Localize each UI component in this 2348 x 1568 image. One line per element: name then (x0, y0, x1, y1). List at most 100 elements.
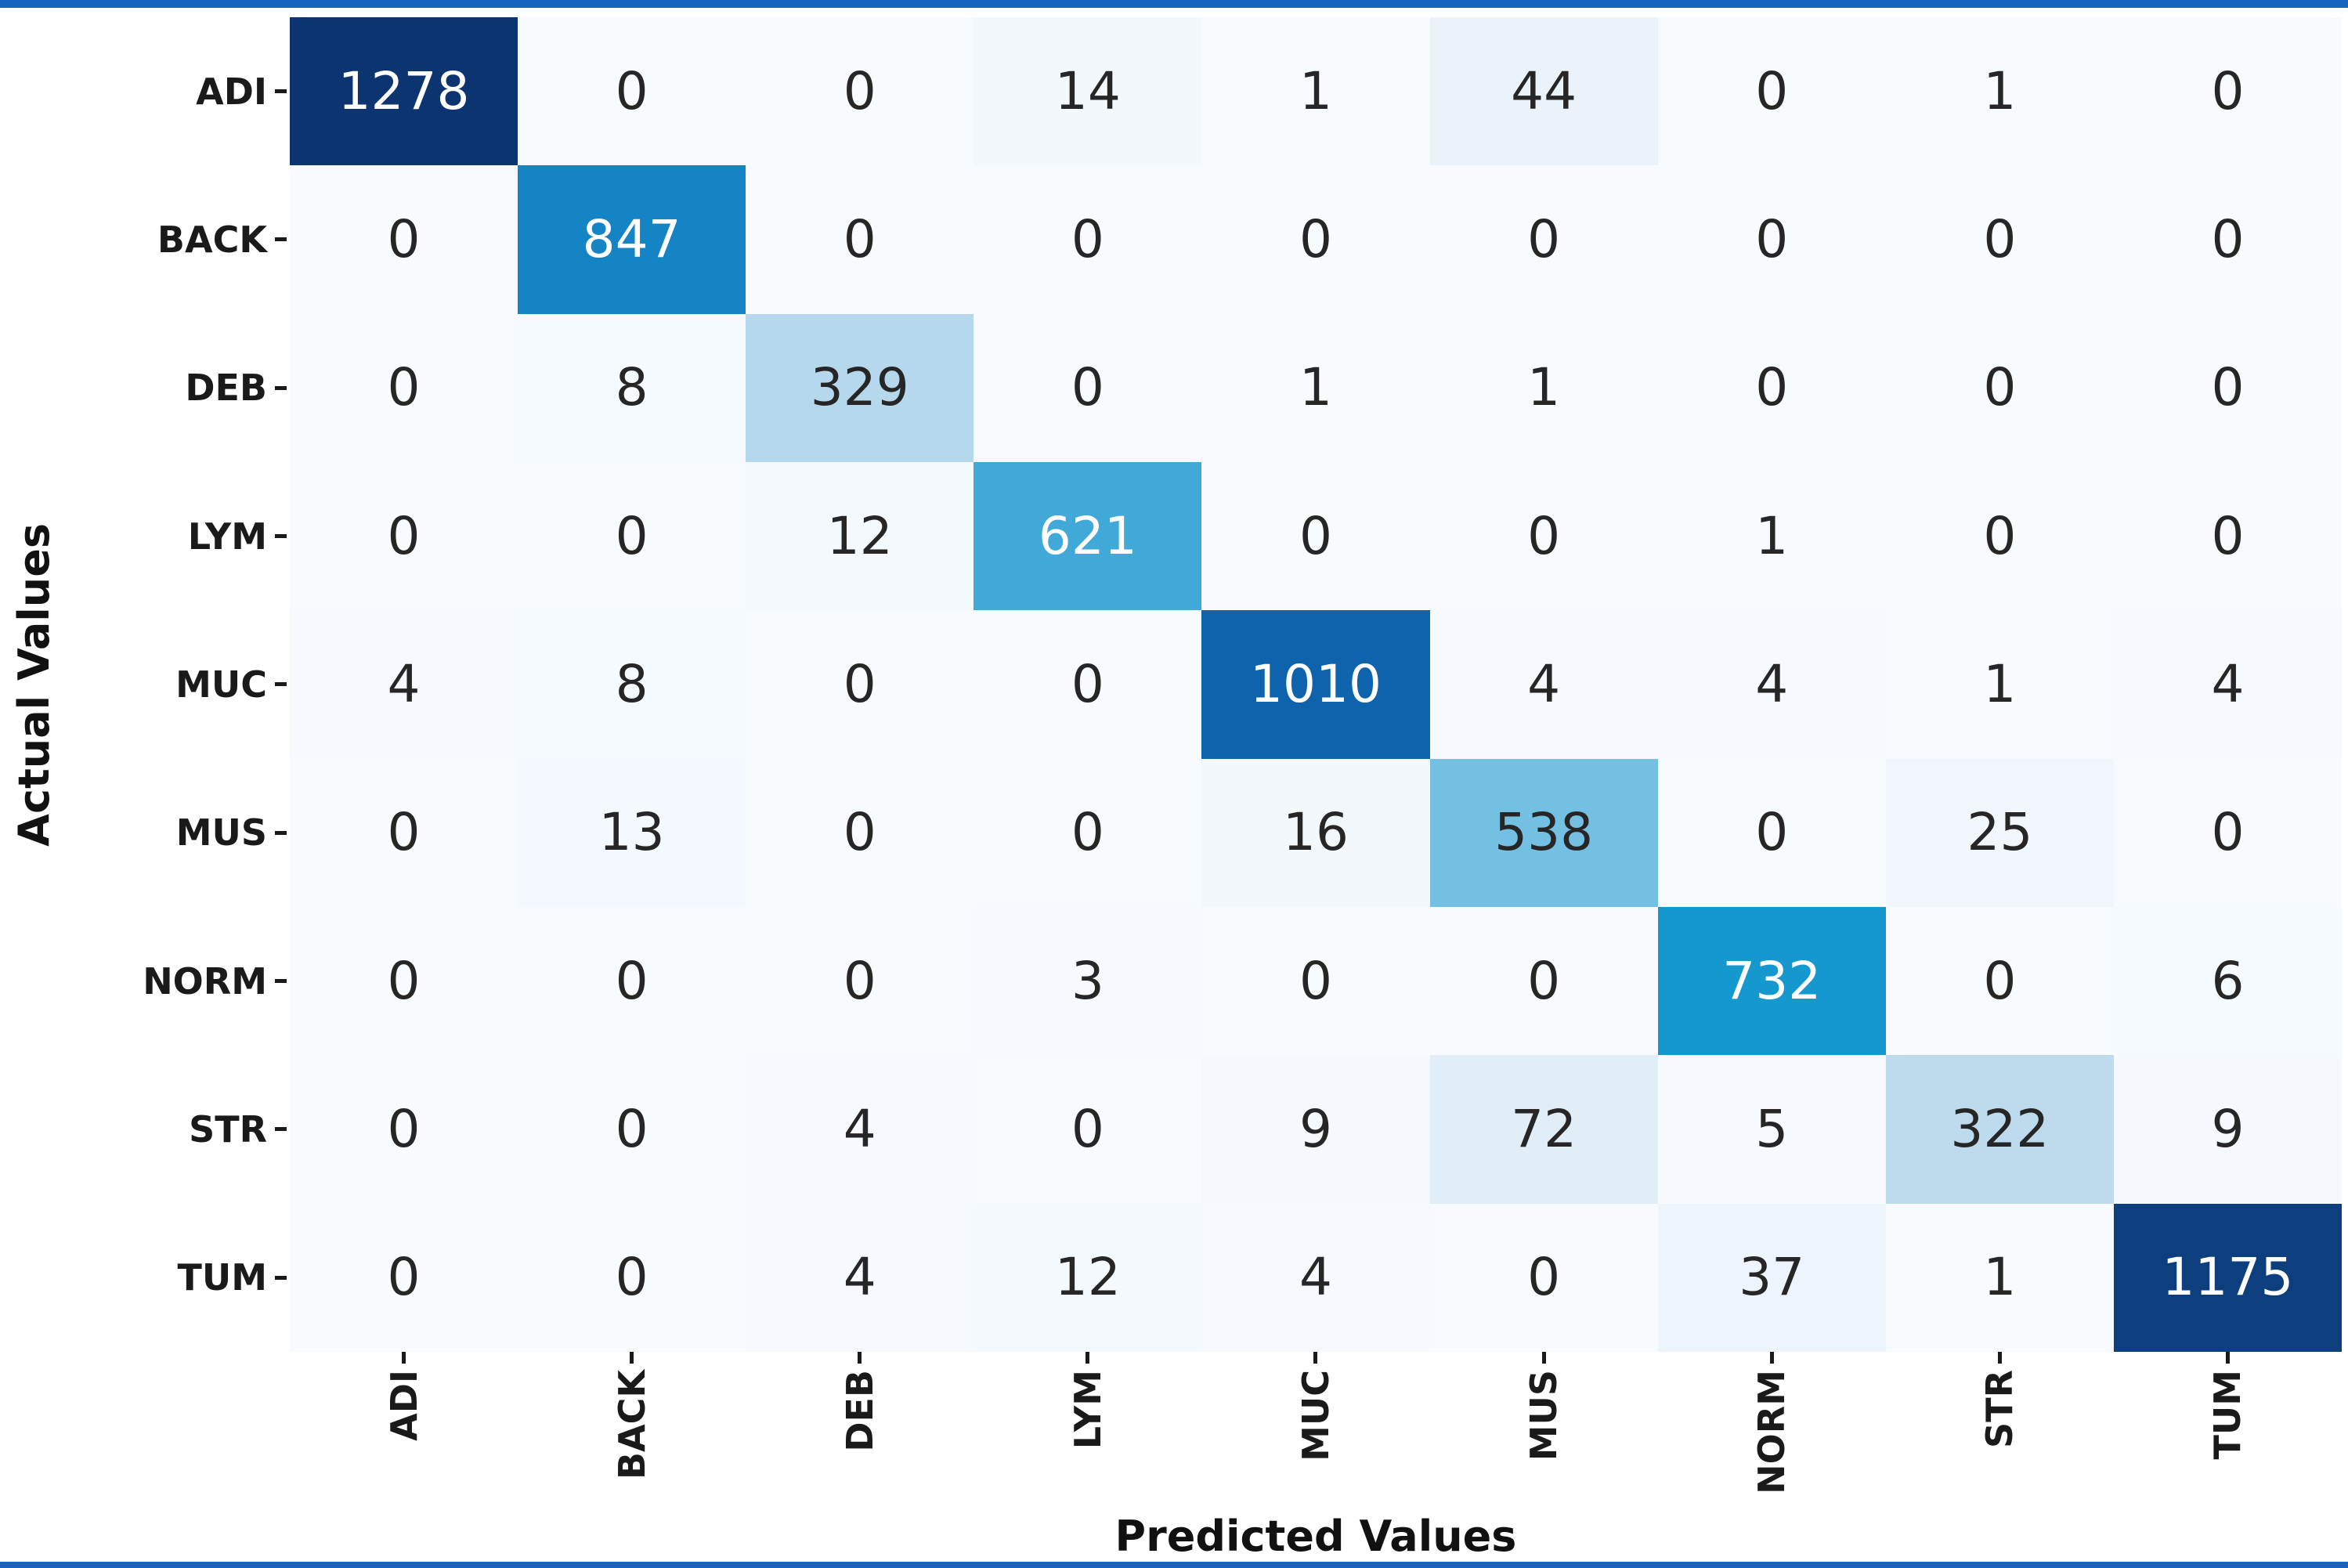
heatmap-cell-TUM-NORM: 37 (1657, 1203, 1886, 1352)
heatmap-cell-STR-MUC: 9 (1201, 1055, 1430, 1204)
heatmap-cell-MUS-DEB: 0 (746, 758, 974, 907)
heatmap-grid: 1278 0 0 14 1 44 0 1 0 0 847 0 0 0 0 0 0 0 0 8 329 0 1 1 0 0 0 0 0 12… (290, 17, 2342, 1352)
heatmap-cell-STR-STR: 322 (1885, 1055, 2114, 1204)
heatmap-cell-MUS-BACK: 13 (518, 758, 746, 907)
window-edge-top (0, 0, 2348, 8)
heatmap-cell-BACK-ADI: 0 (290, 165, 518, 314)
heatmap-cell-MUC-DEB: 0 (746, 610, 974, 759)
heatmap-cell-MUC-STR: 1 (1885, 610, 2114, 759)
heatmap-cell-MUC-NORM: 4 (1657, 610, 1886, 759)
y-tick-label-ADI: ADI (0, 17, 287, 165)
heatmap-cell-STR-TUM: 9 (2113, 1055, 2342, 1204)
y-tick-label-BACK: BACK (0, 165, 287, 313)
heatmap-cell-NORM-MUS: 0 (1429, 906, 1658, 1056)
heatmap-cell-LYM-MUC: 0 (1201, 461, 1430, 611)
heatmap-cell-LYM-ADI: 0 (290, 461, 518, 611)
heatmap-cell-ADI-MUS: 44 (1429, 17, 1658, 166)
y-tick-label-DEB: DEB (0, 314, 287, 462)
y-tick-mark (275, 979, 287, 984)
window-edge-bottom (0, 1562, 2348, 1568)
y-tick-label-TUM: TUM (0, 1204, 287, 1352)
heatmap-cell-NORM-MUC: 0 (1201, 906, 1430, 1056)
heatmap-cell-BACK-MUC: 0 (1201, 165, 1430, 314)
heatmap-cell-DEB-BACK: 8 (518, 313, 746, 462)
heatmap-cell-MUS-LYM: 0 (974, 758, 1202, 907)
x-tick-label-MUC: MUC (1201, 1352, 1429, 1536)
heatmap-cell-ADI-LYM: 14 (974, 17, 1202, 166)
y-tick-mark (275, 385, 287, 390)
heatmap-cell-NORM-STR: 0 (1885, 906, 2114, 1056)
heatmap-cell-ADI-MUC: 1 (1201, 17, 1430, 166)
heatmap-cell-TUM-MUC: 4 (1201, 1203, 1430, 1352)
heatmap-cell-BACK-TUM: 0 (2113, 165, 2342, 314)
x-tick-label-MUS: MUS (1430, 1352, 1658, 1536)
heatmap-cell-STR-BACK: 0 (518, 1055, 746, 1204)
heatmap-cell-ADI-STR: 1 (1885, 17, 2114, 166)
y-tick-mark (275, 534, 287, 539)
heatmap-cell-ADI-ADI: 1278 (290, 17, 518, 166)
x-tick-label-TUM: TUM (2114, 1352, 2342, 1536)
heatmap-cell-LYM-TUM: 0 (2113, 461, 2342, 611)
x-tick-mark (2225, 1352, 2230, 1364)
y-tick-label-STR: STR (0, 1055, 287, 1203)
heatmap-cell-MUC-BACK: 8 (518, 610, 746, 759)
y-tick-mark (275, 237, 287, 242)
x-tick-mark (1769, 1352, 1774, 1364)
heatmap-cell-ADI-TUM: 0 (2113, 17, 2342, 166)
heatmap-cell-TUM-ADI: 0 (290, 1203, 518, 1352)
y-tick-label-MUC: MUC (0, 610, 287, 758)
heatmap-cell-NORM-NORM: 732 (1657, 906, 1886, 1056)
heatmap-cell-MUS-MUC: 16 (1201, 758, 1430, 907)
heatmap-cell-LYM-STR: 0 (1885, 461, 2114, 611)
heatmap-cell-DEB-STR: 0 (1885, 313, 2114, 462)
heatmap-cell-TUM-BACK: 0 (518, 1203, 746, 1352)
y-tick-mark (275, 1275, 287, 1280)
x-tick-mark (1541, 1352, 1546, 1364)
x-tick-label-STR: STR (1886, 1352, 2114, 1536)
y-tick-mark (275, 682, 287, 687)
heatmap-cell-TUM-STR: 1 (1885, 1203, 2114, 1352)
x-tick-mark (1313, 1352, 1318, 1364)
x-tick-mark (1085, 1352, 1090, 1364)
heatmap-cell-STR-LYM: 0 (974, 1055, 1202, 1204)
heatmap-cell-BACK-DEB: 0 (746, 165, 974, 314)
x-tick-labels: ADI BACK DEB LYM MUC MUS NORM STR TUM (290, 1352, 2342, 1536)
heatmap-cell-BACK-LYM: 0 (974, 165, 1202, 314)
x-tick-label-LYM: LYM (974, 1352, 1201, 1536)
x-tick-label-BACK: BACK (518, 1352, 746, 1536)
x-tick-label-DEB: DEB (746, 1352, 974, 1536)
heatmap-cell-LYM-BACK: 0 (518, 461, 746, 611)
x-tick-mark (858, 1352, 862, 1364)
heatmap-cell-DEB-NORM: 0 (1657, 313, 1886, 462)
heatmap-cell-LYM-LYM: 621 (974, 461, 1202, 611)
y-tick-mark (275, 89, 287, 94)
heatmap-cell-BACK-BACK: 847 (518, 165, 746, 314)
heatmap-cell-NORM-DEB: 0 (746, 906, 974, 1056)
heatmap-cell-MUS-TUM: 0 (2113, 758, 2342, 907)
heatmap-cell-MUC-LYM: 0 (974, 610, 1202, 759)
y-tick-label-LYM: LYM (0, 462, 287, 610)
x-tick-label-NORM: NORM (1658, 1352, 1886, 1536)
heatmap-cell-DEB-LYM: 0 (974, 313, 1202, 462)
x-tick-mark (402, 1352, 406, 1364)
heatmap-cell-MUC-TUM: 4 (2113, 610, 2342, 759)
heatmap-cell-BACK-NORM: 0 (1657, 165, 1886, 314)
heatmap-cell-MUS-MUS: 538 (1429, 758, 1658, 907)
heatmap-cell-TUM-TUM: 1175 (2113, 1203, 2342, 1352)
heatmap-cell-DEB-DEB: 329 (746, 313, 974, 462)
heatmap-cell-STR-DEB: 4 (746, 1055, 974, 1204)
x-tick-mark (1997, 1352, 2002, 1364)
heatmap-cell-NORM-ADI: 0 (290, 906, 518, 1056)
heatmap-cell-DEB-ADI: 0 (290, 313, 518, 462)
heatmap-cell-MUS-NORM: 0 (1657, 758, 1886, 907)
x-tick-mark (630, 1352, 634, 1364)
heatmap-cell-TUM-DEB: 4 (746, 1203, 974, 1352)
heatmap-cell-TUM-LYM: 12 (974, 1203, 1202, 1352)
heatmap-cell-ADI-DEB: 0 (746, 17, 974, 166)
heatmap-cell-ADI-NORM: 0 (1657, 17, 1886, 166)
heatmap-cell-NORM-LYM: 3 (974, 906, 1202, 1056)
heatmap-cell-TUM-MUS: 0 (1429, 1203, 1658, 1352)
x-tick-label-ADI: ADI (290, 1352, 518, 1536)
y-tick-label-NORM: NORM (0, 907, 287, 1055)
